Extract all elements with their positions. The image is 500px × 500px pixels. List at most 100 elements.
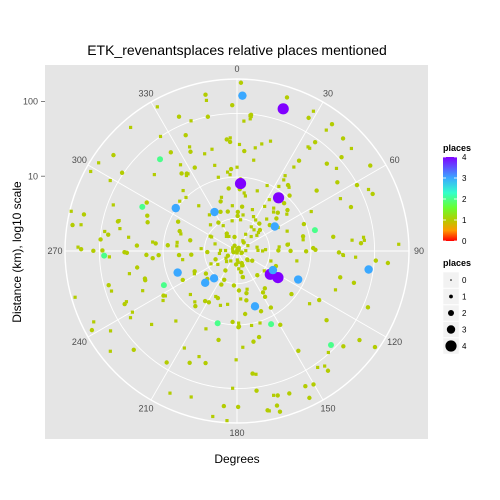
data-point [341,344,346,349]
data-point [244,249,248,253]
angle-tick-label: 300 [72,155,87,165]
data-point [336,250,342,255]
data-point [70,222,75,228]
data-point [300,234,306,239]
data-point [282,178,286,182]
data-point [354,182,360,188]
data-point [235,209,241,215]
color-bar [443,157,457,241]
data-point [193,300,197,304]
data-point [115,219,121,224]
data-point [245,287,249,291]
data-point [149,322,154,327]
data-point [176,114,182,119]
data-point [324,161,330,166]
data-point [373,258,379,263]
data-point [306,115,311,121]
angle-tick-labels: 0 30 60 90 120 150 180 210 240 270 300 330 [47,64,424,438]
data-point [397,242,401,246]
data-point [91,248,96,254]
data-point [76,245,80,249]
data-point [303,249,309,254]
data-point [242,311,248,317]
data-point [256,230,261,235]
data-point [184,195,188,200]
data-point [316,365,320,370]
data-point [365,305,371,310]
data-point [181,258,185,262]
data-point [349,146,354,151]
data-point [229,259,233,263]
data-point [276,248,281,253]
data-point [230,102,235,108]
data-point [236,325,241,330]
data-point [178,199,182,203]
size-key-dot [449,294,453,299]
data-point [254,372,258,376]
data-point [249,234,253,239]
data-point [176,252,182,258]
data-point [262,286,268,291]
data-point [111,203,115,207]
data-point [324,318,329,323]
data-point [230,219,234,223]
data-point [213,163,217,167]
data-point [134,243,140,248]
data-point [239,260,244,266]
data-point [230,204,234,208]
color-tick-label: 2 [462,195,467,204]
data-point [235,404,241,410]
data-point [323,364,327,368]
data-point [228,136,232,140]
data-point [237,267,241,271]
grid-spoke [236,164,387,252]
data-point [192,165,197,170]
data-point [238,80,244,85]
size-key-label: 1 [462,293,467,302]
data-point [210,147,214,151]
data-point [227,234,231,239]
data-point [130,310,134,314]
angle-tick-label: 60 [390,155,400,165]
data-point [219,195,224,199]
y-axis-title: Distance (km), log10 scale [10,181,24,323]
data-point [358,241,364,246]
data-point [204,98,209,102]
data-point [100,248,105,253]
data-point [211,414,215,419]
data-point [228,173,232,177]
data-point [145,213,150,218]
data-point [255,233,259,237]
data-point [153,241,158,246]
data-point [184,171,189,176]
data-point [202,298,208,304]
data-point [314,188,319,193]
data-point [189,395,193,399]
data-point [237,321,241,325]
data-point [224,231,230,236]
data-point [286,242,290,246]
data-point [131,347,136,353]
data-point [268,139,273,143]
chart-title: ETK_revenantsplaces relative places ment… [87,42,387,58]
data-point [178,163,183,167]
data-point [193,303,198,309]
data-point [207,213,212,217]
data-point [224,256,228,260]
data-point [188,292,192,297]
data-point [226,302,230,306]
data-point [216,262,220,267]
angle-tick-label: 240 [72,337,87,347]
data-point [242,119,246,123]
data-point [157,156,164,163]
data-point [243,194,247,198]
data-point [258,309,264,314]
data-point [296,158,302,163]
data-point [296,348,301,353]
data-point [307,302,312,306]
data-point [189,252,194,257]
data-point [288,248,293,254]
legend: places 4 3 2 1 0 places 0 1 2 3 4 [442,143,471,355]
data-point [354,255,358,259]
